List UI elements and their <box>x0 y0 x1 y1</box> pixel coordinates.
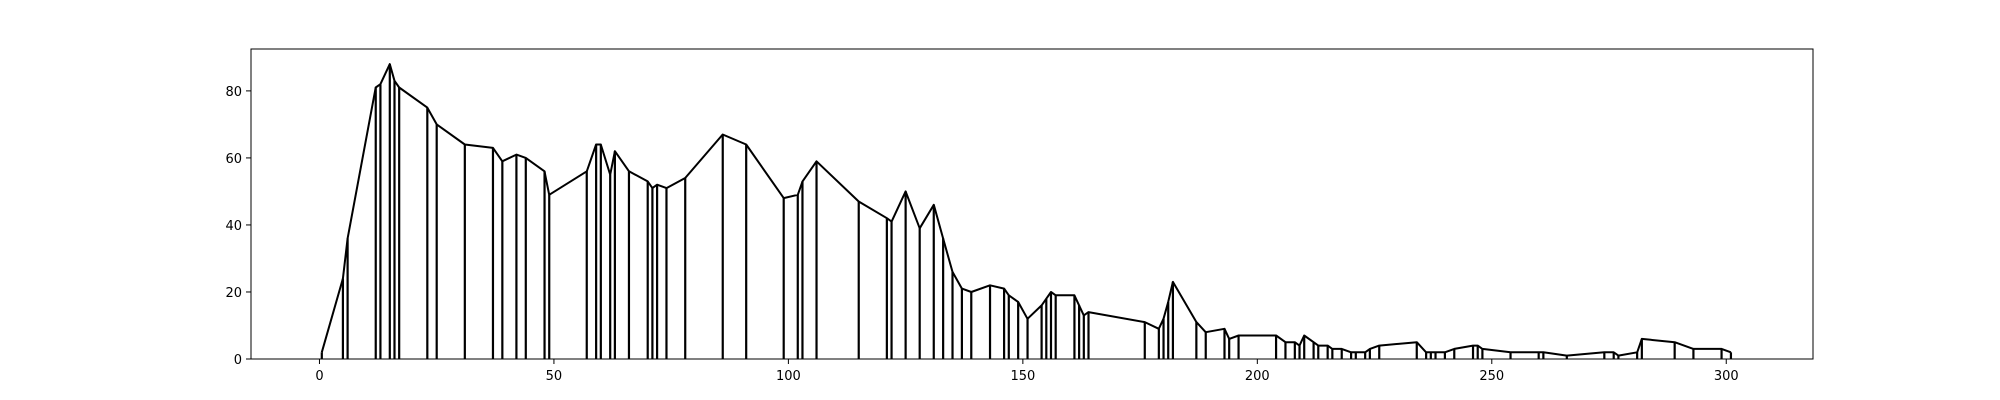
x-tick-label: 100 <box>776 369 801 384</box>
y-tick-label: 20 <box>225 286 242 301</box>
x-tick-label: 250 <box>1479 369 1504 384</box>
x-tick-label: 150 <box>1010 369 1035 384</box>
plot-frame <box>250 48 1814 360</box>
x-tick-label: 200 <box>1245 369 1270 384</box>
x-tick-label: 0 <box>315 369 323 384</box>
data-line <box>320 63 1732 357</box>
axes: 0 50 100 150 200 250 300 0 20 40 60 80 <box>225 48 1814 384</box>
x-tick-label: 50 <box>546 369 563 384</box>
y-tick-label: 0 <box>234 353 242 368</box>
plot-area <box>320 63 1733 359</box>
y-tick-label: 60 <box>225 152 242 167</box>
y-tick-label: 80 <box>225 85 242 100</box>
x-tick-label: 300 <box>1714 369 1739 384</box>
y-tick-label: 40 <box>225 219 242 234</box>
